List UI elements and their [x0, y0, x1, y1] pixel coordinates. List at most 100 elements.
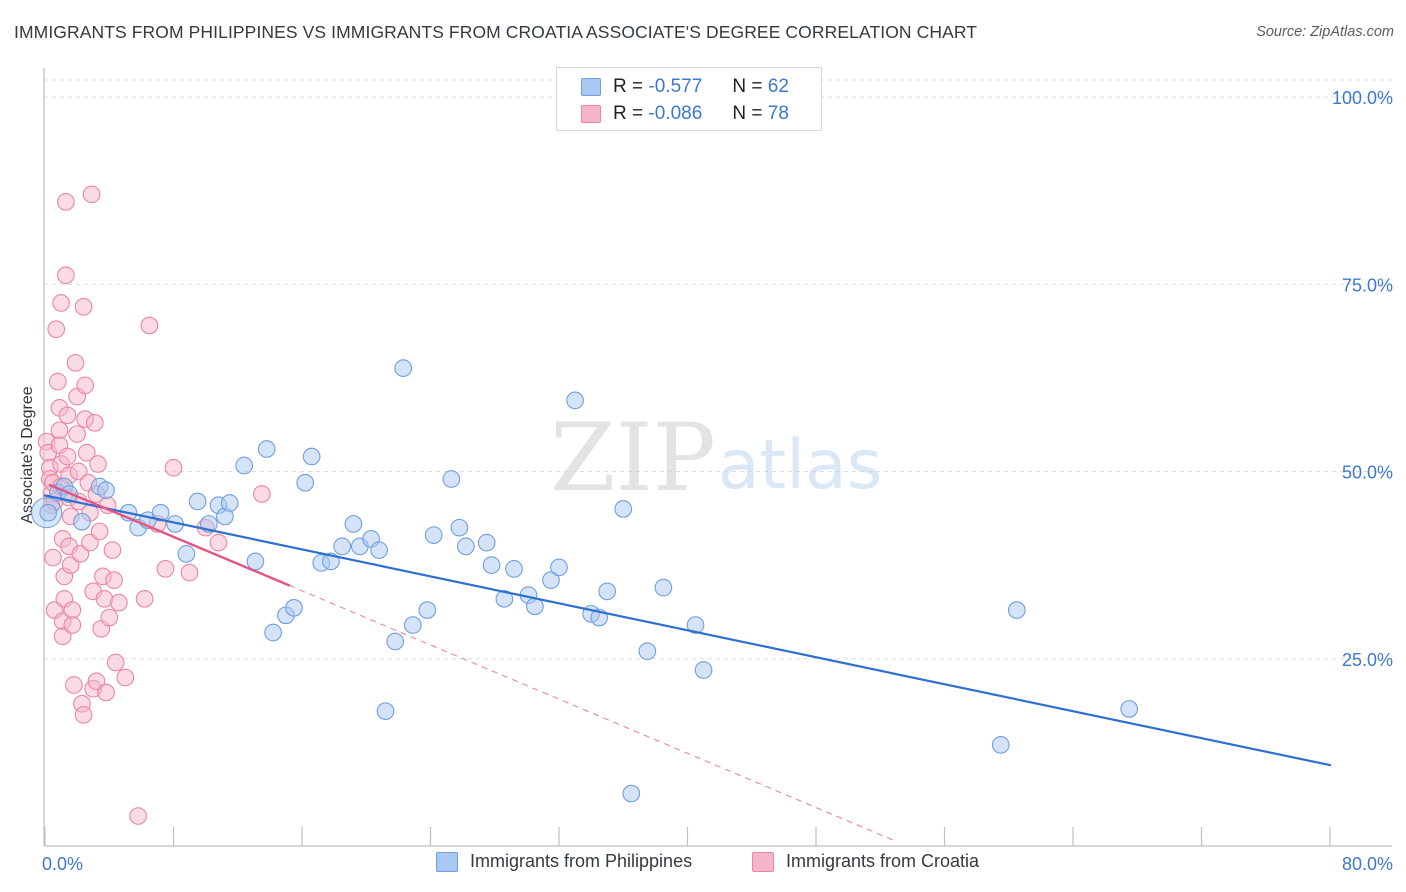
data-point[interactable]	[73, 512, 91, 531]
data-point[interactable]	[638, 642, 657, 661]
data-point[interactable]	[87, 672, 106, 691]
data-point[interactable]	[76, 376, 95, 395]
data-point[interactable]	[477, 533, 496, 552]
data-point[interactable]	[95, 589, 114, 608]
data-point[interactable]	[39, 503, 58, 522]
data-point[interactable]	[456, 537, 475, 556]
data-point[interactable]	[235, 456, 254, 475]
data-point[interactable]	[550, 558, 568, 577]
data-point[interactable]	[252, 485, 271, 503]
grid	[44, 79, 1392, 660]
data-point[interactable]	[482, 556, 501, 574]
data-point[interactable]	[57, 266, 75, 285]
data-point[interactable]	[654, 578, 673, 597]
data-point[interactable]	[220, 494, 239, 512]
data-point[interactable]	[376, 702, 395, 721]
data-point[interactable]	[264, 623, 282, 642]
data-point[interactable]	[53, 627, 72, 646]
r-value: -0.577	[648, 76, 703, 97]
data-point[interactable]	[394, 359, 413, 377]
data-point[interactable]	[61, 556, 80, 574]
data-point[interactable]	[63, 601, 82, 619]
tick-labels: 25.0% 50.0% 75.0% 100.0% 0.0% 80.0%	[42, 88, 1393, 874]
data-point[interactable]	[58, 447, 77, 466]
watermark: ZIP atlas	[550, 404, 882, 513]
data-point[interactable]	[44, 548, 62, 567]
data-point[interactable]	[257, 440, 276, 458]
data-point[interactable]	[97, 683, 115, 702]
data-point[interactable]	[65, 676, 83, 694]
data-point[interactable]	[105, 571, 123, 589]
data-point[interactable]	[598, 582, 617, 601]
data-point[interactable]	[47, 320, 66, 339]
legend-label: Immigrants from Croatia	[786, 851, 980, 871]
data-point[interactable]	[450, 518, 469, 537]
data-point[interactable]	[686, 616, 705, 634]
data-point[interactable]	[57, 193, 75, 211]
data-point[interactable]	[103, 541, 122, 559]
data-point[interactable]	[505, 560, 523, 578]
data-point[interactable]	[58, 406, 77, 425]
data-point[interactable]	[566, 391, 584, 410]
data-point[interactable]	[100, 608, 119, 627]
data-point[interactable]	[164, 458, 183, 477]
data-point[interactable]	[74, 706, 93, 724]
data-point[interactable]	[418, 601, 437, 619]
data-point[interactable]	[177, 545, 196, 563]
n-value: 62	[767, 76, 789, 97]
data-point[interactable]	[296, 473, 315, 492]
philippines-points	[31, 359, 1139, 803]
data-point[interactable]	[442, 470, 461, 488]
data-point[interactable]	[71, 545, 90, 563]
data-point[interactable]	[50, 421, 69, 440]
data-point[interactable]	[66, 354, 85, 372]
data-point[interactable]	[495, 589, 514, 608]
data-point[interactable]	[302, 447, 321, 466]
data-point[interactable]	[129, 807, 148, 825]
data-point[interactable]	[97, 481, 115, 500]
data-point[interactable]	[188, 492, 207, 511]
data-point[interactable]	[333, 537, 352, 556]
data-point[interactable]	[48, 372, 67, 391]
data-point[interactable]	[82, 185, 101, 204]
data-point[interactable]	[89, 455, 107, 473]
data-point[interactable]	[85, 413, 104, 432]
data-point[interactable]	[1007, 601, 1026, 619]
data-point[interactable]	[209, 533, 228, 552]
data-point[interactable]	[116, 668, 135, 687]
data-point[interactable]	[403, 616, 422, 634]
data-point[interactable]	[246, 552, 265, 571]
data-point[interactable]	[424, 526, 443, 545]
data-point[interactable]	[90, 522, 109, 541]
trend-line-blue	[43, 494, 1332, 767]
legend-item-croatia[interactable]: Immigrants from Croatia	[752, 851, 979, 872]
data-point[interactable]	[69, 462, 88, 481]
data-point[interactable]	[1120, 700, 1139, 718]
data-point[interactable]	[140, 316, 159, 335]
data-point[interactable]	[694, 661, 713, 679]
data-point[interactable]	[77, 443, 96, 462]
data-point[interactable]	[63, 616, 82, 634]
data-point[interactable]	[106, 653, 125, 672]
croatia-points	[37, 185, 271, 825]
data-point[interactable]	[110, 593, 128, 612]
data-point[interactable]	[370, 541, 388, 559]
series-legend: Immigrants from Philippines Immigrants f…	[0, 851, 1406, 879]
data-point[interactable]	[622, 784, 641, 803]
data-point[interactable]	[614, 500, 633, 518]
data-point[interactable]	[542, 571, 560, 589]
data-point[interactable]	[156, 560, 175, 578]
data-point[interactable]	[991, 736, 1010, 754]
data-point[interactable]	[344, 515, 363, 533]
data-point[interactable]	[151, 503, 170, 522]
data-point[interactable]	[285, 598, 303, 617]
r-label: R =	[613, 76, 644, 97]
data-point[interactable]	[52, 294, 70, 312]
data-point[interactable]	[386, 632, 405, 651]
data-point[interactable]	[74, 297, 93, 316]
data-point[interactable]	[68, 425, 86, 443]
data-point[interactable]	[135, 589, 154, 608]
data-point[interactable]	[180, 563, 199, 582]
data-point[interactable]	[81, 533, 99, 552]
legend-item-philippines[interactable]: Immigrants from Philippines	[436, 851, 692, 872]
